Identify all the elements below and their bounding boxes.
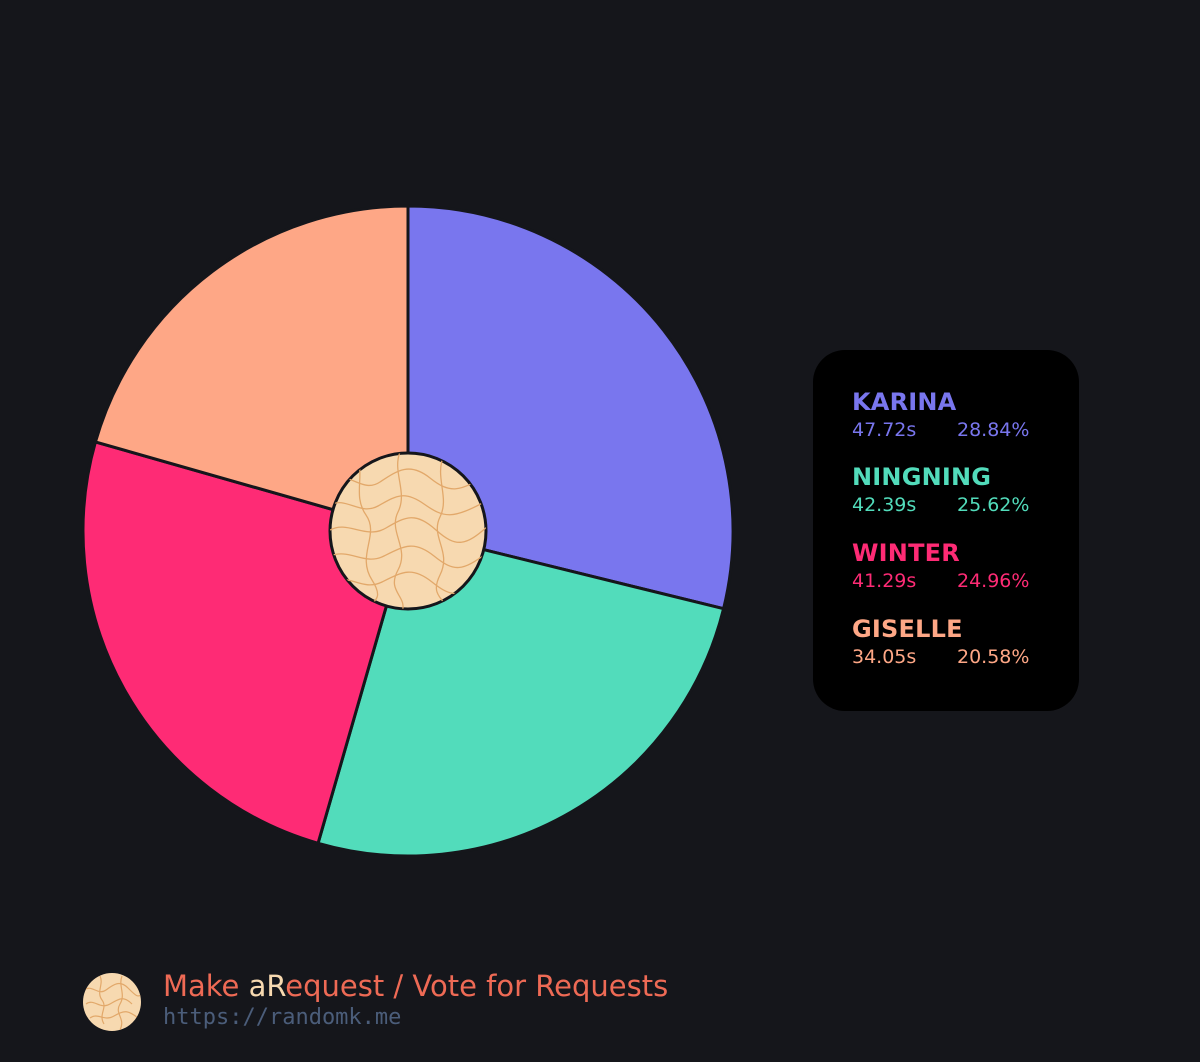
legend: KARINA 47.72s 28.84% NINGNING 42.39s 25.… xyxy=(813,350,1079,711)
pie-slices xyxy=(81,204,735,858)
legend-entry-ningning: NINGNING 42.39s 25.62% xyxy=(852,463,1072,516)
footer-request-link[interactable]: Make aRequest / Vote for Requests xyxy=(163,968,668,1004)
legend-entry-winter: WINTER 41.29s 24.96% xyxy=(852,539,1072,592)
pie-center-emblem xyxy=(328,451,488,611)
legend-entry-giselle: GISELLE 34.05s 20.58% xyxy=(852,615,1072,668)
legend-percent: 20.58% xyxy=(957,646,1030,668)
legend-entry-karina: KARINA 47.72s 28.84% xyxy=(852,388,1072,441)
legend-percent: 28.84% xyxy=(957,419,1030,441)
pie-slice-karina xyxy=(406,204,735,611)
pie-slice-winter xyxy=(81,440,410,845)
footer-title-a: a xyxy=(248,969,267,1003)
legend-name: KARINA xyxy=(852,388,957,416)
legend-name: GISELLE xyxy=(852,615,963,643)
footer-url[interactable]: https://randomk.me xyxy=(163,1005,402,1030)
legend-time: 41.29s xyxy=(852,570,917,592)
legend-percent: 25.62% xyxy=(957,494,1030,516)
legend-name: WINTER xyxy=(852,539,960,567)
center-circle xyxy=(328,451,488,611)
legend-name: NINGNING xyxy=(852,463,992,491)
pie-slice-ningning xyxy=(316,529,726,858)
legend-percent: 24.96% xyxy=(957,570,1030,592)
footer-title-part2: equest / Vote for Requests xyxy=(285,969,669,1003)
legend-time: 34.05s xyxy=(852,646,917,668)
site-logo-icon xyxy=(83,973,141,1031)
legend-time: 42.39s xyxy=(852,494,917,516)
footer-title-r: R xyxy=(266,969,286,1003)
center-texture xyxy=(330,453,486,609)
footer-title-part1: Make xyxy=(163,969,249,1003)
pie-slice-giselle xyxy=(93,204,410,533)
legend-time: 47.72s xyxy=(852,419,917,441)
